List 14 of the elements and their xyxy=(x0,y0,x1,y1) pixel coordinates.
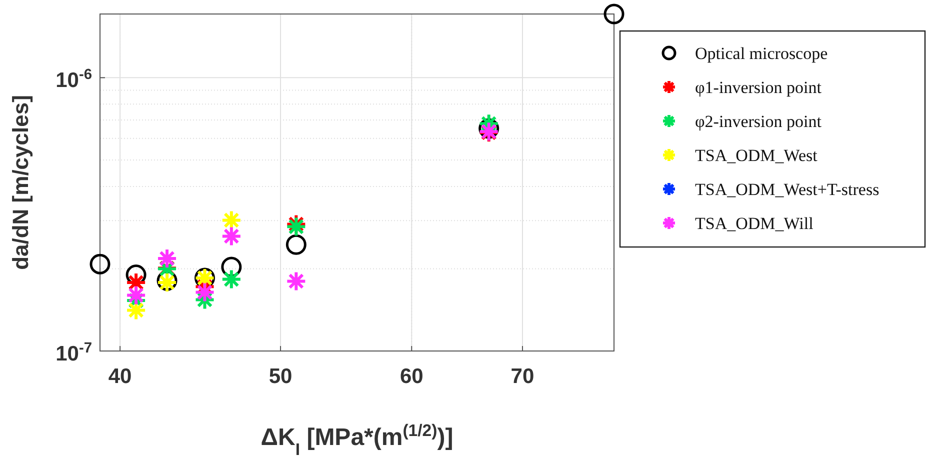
x-tick-label: 60 xyxy=(400,365,424,388)
legend-label: Optical microscope xyxy=(695,44,828,63)
y-tick-label: 10$^{-6}$ xyxy=(56,67,92,92)
x-tick-label: 70 xyxy=(510,365,534,388)
x-axis-title: ΔK$_{I}$ [MPa*(m$^{(1/2)}$)] xyxy=(260,420,454,458)
legend-label: TSA_ODM_West+T-stress xyxy=(695,180,880,199)
legend-label: TSA_ODM_West xyxy=(695,146,818,165)
x-tick-label: 50 xyxy=(268,365,292,388)
y-axis-title: da/dN [m/cycles] xyxy=(8,95,33,270)
x-tick-label: 40 xyxy=(108,365,132,388)
y-tick-label: 10$^{-7}$ xyxy=(56,340,92,366)
legend-label: φ2-inversion point xyxy=(695,112,822,131)
legend-label: φ1-inversion point xyxy=(695,78,822,97)
legend-label: TSA_ODM_Will xyxy=(695,214,814,233)
